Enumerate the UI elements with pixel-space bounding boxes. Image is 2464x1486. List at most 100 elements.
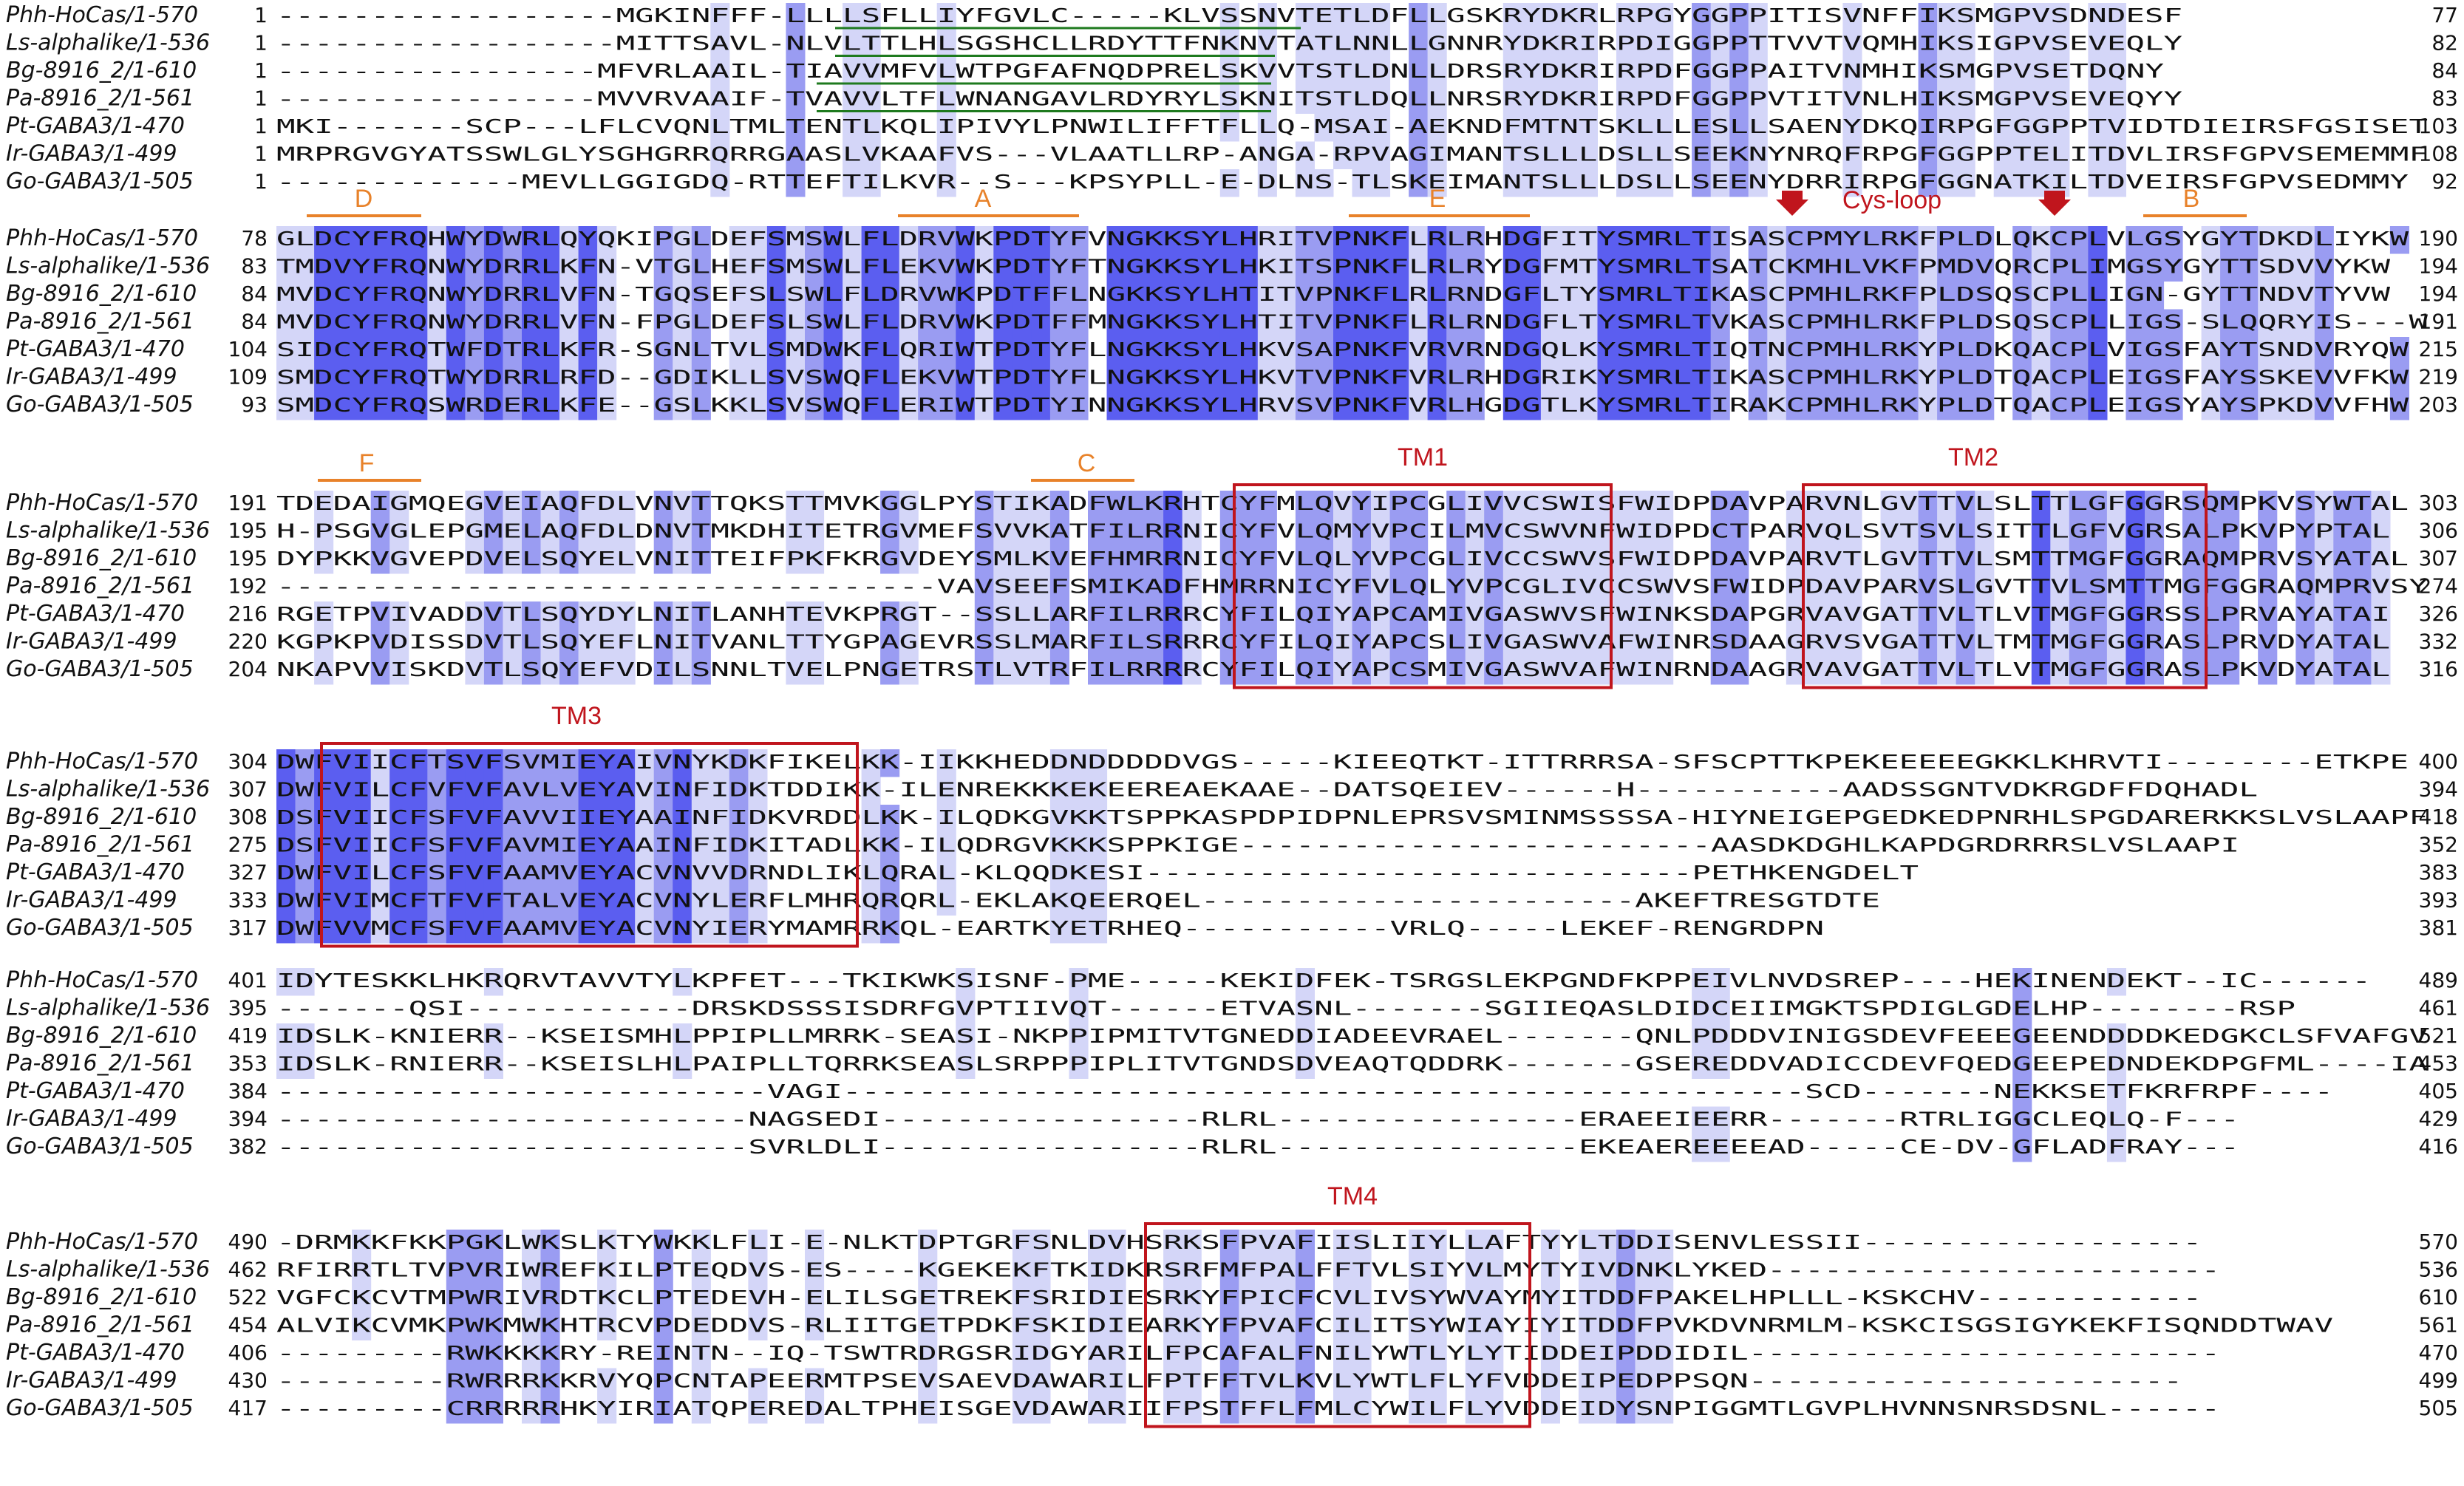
conservation-cell <box>1314 309 1334 337</box>
conservation-cell <box>899 309 919 337</box>
conservation-cell <box>1522 58 1542 86</box>
conservation-cell <box>1729 114 1749 142</box>
residue-sequence: ---------RWKKKKRY-REINTN--IQ-TSWTRDRGSRI… <box>276 1343 2220 1365</box>
conservation-cell <box>1654 141 1674 169</box>
conservation-cell <box>823 392 843 420</box>
loop-label: E <box>1429 185 1446 213</box>
conservation-cell <box>427 392 447 420</box>
conservation-cell <box>1352 3 1372 31</box>
conservation-cell <box>729 226 749 254</box>
conservation-cell <box>1106 309 1126 337</box>
start-position: 78 <box>241 226 268 250</box>
conservation-cell <box>370 282 390 310</box>
conservation-cell <box>1163 364 1183 392</box>
conservation-cell <box>673 364 692 392</box>
conservation-cell <box>1314 392 1334 420</box>
conservation-cell <box>786 337 806 365</box>
conservation-cell <box>1276 253 1296 282</box>
conservation-cell <box>389 392 409 420</box>
sequence-label: Ls-alphalike/1-536 <box>6 1257 210 1283</box>
conservation-cell <box>1654 392 1674 420</box>
conservation-cell <box>1937 141 1957 169</box>
conservation-cell <box>1635 114 1655 142</box>
conservation-cell <box>1748 3 1768 31</box>
conservation-cell <box>1219 58 1239 86</box>
conservation-cell <box>843 253 862 282</box>
conservation-cell <box>1522 169 1542 197</box>
conservation-cell <box>1710 30 1730 58</box>
sequence-label: Ls-alphalike/1-536 <box>6 777 210 802</box>
conservation-cell <box>333 364 353 392</box>
conservation-cell <box>1672 226 1692 254</box>
residue-sequence: -----------------------------------VAVSE… <box>276 576 2429 599</box>
conservation-cell <box>1126 253 1146 282</box>
conservation-cell <box>1257 364 1277 392</box>
start-position: 454 <box>228 1313 268 1337</box>
conservation-cell <box>1276 392 1296 420</box>
residue-sequence: NKAPVVISKDVTLSQYEFVDILSNNLTVELPNGETRSTLV… <box>276 659 2390 681</box>
conservation-cell <box>1654 30 1674 58</box>
conservation-cell <box>1635 309 1655 337</box>
residue-sequence: DWFVIMCFTFVFTALVEYACVNYLERFLMHRQRQRL-EKL… <box>276 890 1880 913</box>
conservation-cell <box>370 226 390 254</box>
residue-sequence: RGETPVIVADDVTLSQYDYLNITLANHTEVKPRGT--SSL… <box>276 604 2390 626</box>
conservation-cell <box>1427 392 1447 420</box>
conservation-cell <box>1748 86 1768 114</box>
conservation-cell <box>1559 392 1579 420</box>
residue-sequence: ---------CRRRRRHKYIRIATQPEREDALTPHEISGEV… <box>276 1398 2220 1420</box>
conservation-cell <box>1295 253 1315 282</box>
sequence-label: Ir-GABA3/1-499 <box>6 141 177 167</box>
conservation-cell <box>1012 392 1032 420</box>
conservation-cell <box>1842 141 1862 169</box>
conservation-cell <box>1465 282 1485 310</box>
conservation-cell <box>936 86 956 114</box>
sequence-label: Bg-8916_2/1-610 <box>6 1023 197 1049</box>
conservation-cell <box>1427 309 1447 337</box>
conservation-cell <box>1333 226 1353 254</box>
conservation-cell <box>1182 282 1202 310</box>
conservation-cell <box>936 114 956 142</box>
conservation-cell <box>843 309 862 337</box>
conservation-cell <box>2050 30 2070 58</box>
conservation-cell <box>597 392 617 420</box>
conservation-cell <box>1201 392 1221 420</box>
conservation-cell <box>936 58 956 86</box>
conservation-cell <box>427 337 447 365</box>
start-position: 417 <box>228 1396 268 1420</box>
conservation-cell <box>597 253 617 282</box>
end-position: 108 <box>2419 142 2458 166</box>
conservation-cell <box>1465 392 1485 420</box>
conservation-cell <box>843 86 862 114</box>
conservation-cell <box>766 364 786 392</box>
conservation-cell <box>1409 309 1429 337</box>
conservation-cell <box>578 364 598 392</box>
conservation-cell <box>522 392 542 420</box>
start-position: 490 <box>228 1230 268 1254</box>
conservation-cell <box>1126 282 1146 310</box>
conservation-cell <box>1219 3 1239 31</box>
conservation-cell <box>805 337 825 365</box>
start-position: 1 <box>254 86 268 111</box>
conservation-cell <box>295 226 315 254</box>
conservation-cell <box>1295 309 1315 337</box>
conservation-cell <box>1144 364 1164 392</box>
conservation-cell <box>766 309 786 337</box>
conservation-cell <box>1126 364 1146 392</box>
conservation-cell <box>1333 364 1353 392</box>
conservation-cell <box>559 309 579 337</box>
conservation-cell <box>1276 226 1296 254</box>
conservation-cell <box>1616 226 1636 254</box>
conservation-cell <box>748 282 768 310</box>
conservation-cell <box>389 364 409 392</box>
conservation-cell <box>1578 86 1598 114</box>
conservation-cell <box>861 337 881 365</box>
sequence-label: Ir-GABA3/1-499 <box>6 364 177 390</box>
conservation-cell <box>1748 58 1768 86</box>
conservation-cell <box>823 282 843 310</box>
start-position: 1 <box>254 169 268 194</box>
conservation-cell <box>956 282 976 310</box>
sequence-label: Go-GABA3/1-505 <box>6 656 194 682</box>
conservation-cell <box>2050 141 2070 169</box>
conservation-cell <box>1635 3 1655 31</box>
start-position: 406 <box>228 1340 268 1365</box>
